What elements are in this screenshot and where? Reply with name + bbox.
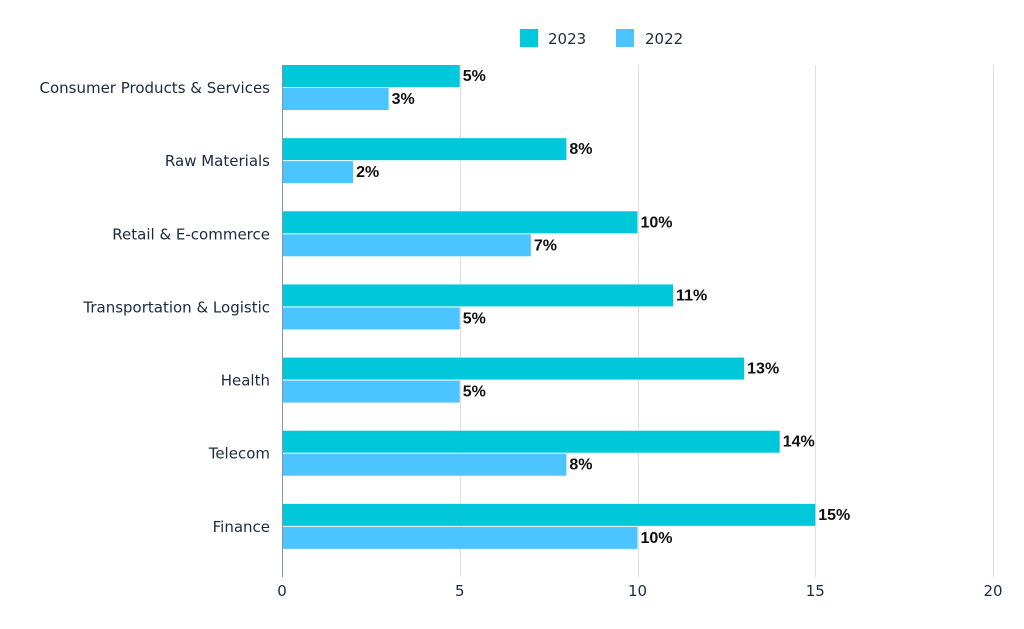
bar-2023-3 bbox=[283, 284, 674, 307]
data-labels: 5% 3% 8% 2% 10% 7% 11% 5% 13% 5% 14% 8% 15% 10% bbox=[356, 68, 850, 547]
gridlines bbox=[460, 65, 994, 577]
data-label: 5% bbox=[463, 68, 486, 85]
category-label: Finance bbox=[213, 518, 270, 536]
legend-label-2023: 2023 bbox=[548, 30, 586, 48]
category-label: Telecom bbox=[208, 445, 270, 463]
category-label: Transportation & Logistic bbox=[82, 298, 270, 316]
bar-2022-6 bbox=[283, 526, 638, 549]
x-tick-label: 0 bbox=[277, 582, 287, 600]
bar-2022-2 bbox=[283, 234, 531, 257]
bar-2022-0 bbox=[283, 88, 389, 110]
data-label: 5% bbox=[463, 310, 486, 327]
legend-label-2022: 2022 bbox=[645, 30, 683, 48]
data-label: 10% bbox=[641, 530, 673, 547]
bar-2023-0 bbox=[283, 65, 460, 87]
data-label: 8% bbox=[569, 457, 592, 474]
bar-2023-4 bbox=[283, 357, 745, 380]
category-label: Health bbox=[221, 372, 270, 390]
category-label: Raw Materials bbox=[165, 152, 270, 170]
category-label: Consumer Products & Services bbox=[39, 79, 270, 97]
bar-2022-1 bbox=[283, 161, 354, 184]
legend-swatch-2023 bbox=[520, 29, 538, 47]
data-label: 5% bbox=[463, 384, 486, 401]
data-label: 10% bbox=[641, 214, 673, 231]
bar-2023-1 bbox=[283, 138, 567, 161]
bar-2023-5 bbox=[283, 430, 780, 453]
category-labels: Consumer Products & Services Raw Material… bbox=[39, 79, 270, 536]
data-label: 8% bbox=[569, 141, 592, 158]
bar-2022-5 bbox=[283, 453, 567, 476]
legend-swatch-2022 bbox=[616, 29, 634, 47]
x-tick-label: 10 bbox=[628, 582, 647, 600]
data-label: 13% bbox=[747, 361, 779, 378]
data-label: 7% bbox=[534, 237, 557, 254]
category-label: Retail & E-commerce bbox=[112, 225, 270, 243]
x-tick-label: 5 bbox=[455, 582, 465, 600]
bars bbox=[283, 65, 816, 549]
data-label: 2% bbox=[356, 164, 379, 181]
bar-2022-4 bbox=[283, 380, 460, 403]
bar-2023-2 bbox=[283, 211, 638, 234]
data-label: 15% bbox=[818, 507, 850, 524]
x-tick-label: 20 bbox=[983, 582, 1002, 600]
x-axis-ticks: 0 5 10 15 20 bbox=[277, 582, 1002, 600]
bar-2022-3 bbox=[283, 307, 460, 330]
data-label: 3% bbox=[392, 91, 415, 108]
x-tick-label: 15 bbox=[806, 582, 825, 600]
data-label: 11% bbox=[676, 287, 707, 304]
legend: 2023 2022 bbox=[520, 29, 683, 48]
bar-2023-6 bbox=[283, 503, 816, 526]
data-label: 14% bbox=[783, 434, 815, 451]
